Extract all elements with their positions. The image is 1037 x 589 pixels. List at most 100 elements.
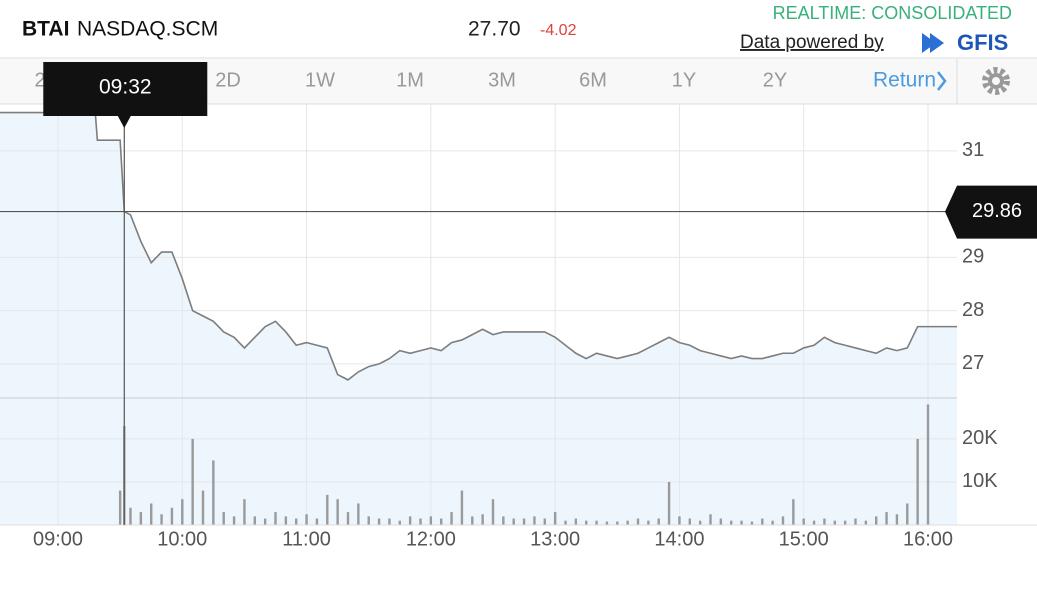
volume-bar (388, 518, 391, 525)
volume-bar (906, 503, 909, 525)
header-bg (0, 0, 1037, 58)
volume-bar (512, 518, 515, 525)
range-tab[interactable]: 1Y (672, 69, 696, 91)
volume-bar (429, 516, 433, 525)
volume-bar (647, 520, 650, 525)
volume-bar (895, 514, 899, 525)
volume-bar (926, 404, 930, 525)
settings-icon[interactable] (982, 67, 1010, 95)
powered-by: Data powered by (740, 32, 884, 53)
volume-bar (781, 516, 785, 525)
volume-bar (201, 490, 205, 525)
y2-tick-label: 20K (962, 427, 998, 449)
price-line (0, 111, 957, 381)
volume-bar (263, 518, 267, 525)
y-tick-label: 27 (962, 352, 984, 374)
volume-bar (222, 512, 225, 525)
symbol: BTAI (22, 18, 69, 41)
range-tab[interactable]: 2D (215, 69, 241, 91)
volume-bar (440, 518, 443, 525)
provider: GFIS (957, 30, 1008, 55)
volume-bar (481, 514, 484, 525)
provider-logo-icon (922, 33, 944, 53)
volume-bar (605, 521, 609, 525)
volume-bar (491, 499, 495, 525)
volume-bar (522, 518, 526, 525)
volume-bar (398, 520, 401, 525)
crosshair-time-label: 09:32 (99, 76, 152, 99)
volume-bar (792, 499, 795, 525)
change: -4.02 (540, 22, 577, 39)
volume-bar (823, 518, 826, 525)
volume-bar (284, 516, 288, 525)
volume-bar (367, 516, 370, 525)
crosshair-time-pointer (117, 115, 132, 128)
volume-bar (253, 516, 256, 525)
volume-bar (408, 516, 412, 525)
range-tab[interactable]: 1M (396, 69, 424, 91)
range-tab[interactable]: 1W (305, 69, 335, 91)
x-tick-label: 13:00 (530, 528, 580, 550)
return-button[interactable]: Return (873, 69, 936, 92)
volume-bar (885, 512, 888, 525)
range-tab[interactable]: 2Y (763, 69, 787, 91)
volume-bar (916, 438, 919, 525)
x-tick-label: 15:00 (779, 528, 829, 550)
volume-bar (460, 490, 464, 525)
volume-bar (139, 512, 143, 525)
volume-bar (616, 521, 619, 525)
volume-bar (771, 520, 774, 525)
volume-bar (802, 518, 805, 525)
volume-bar (875, 516, 878, 525)
volume-bar (688, 518, 691, 525)
y-tick-label: 28 (962, 299, 984, 321)
volume-bar (678, 516, 681, 525)
x-tick-label: 11:00 (282, 528, 331, 550)
volume-bar (812, 520, 816, 525)
volume-bar (129, 507, 132, 525)
y-tick-label: 29 (962, 246, 984, 268)
volume-bar (543, 518, 546, 525)
volume-bar (419, 518, 422, 525)
volume-bar (377, 518, 381, 525)
volume-bar (212, 460, 215, 525)
price-area (0, 112, 957, 526)
volume-bar (843, 520, 847, 525)
volume-bar (191, 438, 194, 525)
range-tab[interactable]: 6M (579, 69, 607, 91)
volume-bar (326, 494, 329, 525)
volume-bar (657, 518, 660, 525)
volume-bar (709, 514, 712, 525)
range-tab[interactable]: 3M (488, 69, 516, 91)
volume-bar (471, 516, 474, 525)
volume-bar (170, 507, 174, 525)
volume-bar (730, 520, 733, 525)
volume-bar (160, 514, 163, 525)
volume-bar (833, 520, 836, 525)
y-tick-label: 31 (962, 139, 984, 161)
volume-bar (698, 520, 702, 525)
volume-bar (574, 518, 578, 525)
volume-bar (150, 503, 153, 525)
volume-bar (750, 521, 754, 525)
return-chevron (937, 71, 947, 91)
volume-bar (305, 514, 308, 525)
volume-bar (854, 518, 857, 525)
volume-bar (636, 518, 640, 525)
volume-bar (585, 520, 588, 525)
exchange: NASDAQ.SCM (77, 18, 218, 41)
volume-bar (502, 516, 505, 525)
x-tick-label: 09:00 (33, 528, 83, 550)
volume-bar (336, 499, 339, 525)
volume-bar (740, 520, 743, 525)
volume-bar (553, 512, 557, 525)
volume-bar (450, 512, 453, 525)
volume-bar (315, 518, 319, 525)
volume-bar (357, 503, 360, 525)
volume-bar (232, 516, 236, 525)
x-tick-label: 10:00 (157, 528, 207, 550)
volume-bar (761, 518, 764, 525)
y2-tick-label: 10K (962, 470, 998, 492)
range-tab[interactable]: 2 (34, 69, 45, 91)
crosshair-time-box (43, 62, 208, 116)
